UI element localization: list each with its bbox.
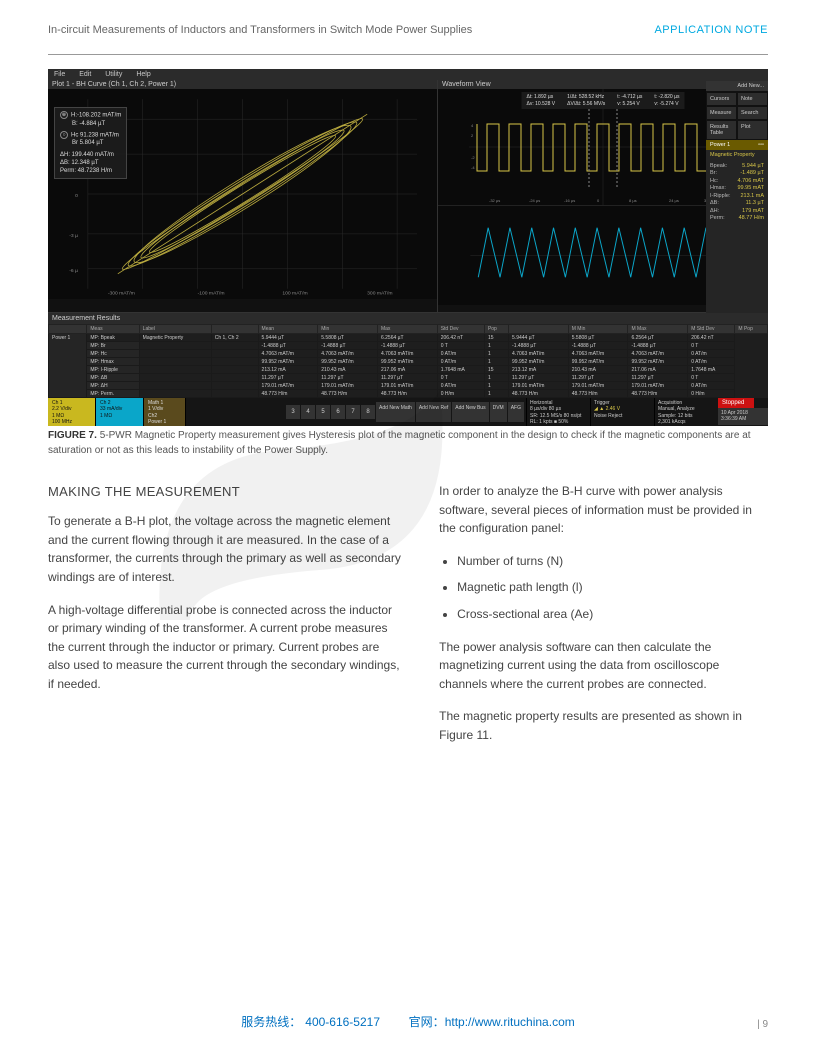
trigger-status[interactable]: Trigger◢ ▲ 2.46 VNoise Reject (590, 398, 654, 426)
body-paragraph: The magnetic property results are presen… (439, 707, 768, 744)
table-row: MP: I-Ripple213.12 mA210.43 mA217.06 mA1… (49, 366, 768, 374)
sidebar-power-title: Power 1 ▫▫▫ (706, 140, 768, 150)
table-row: MP: Hmax99.952 mAT/m99.952 mAT/m99.952 m… (49, 358, 768, 366)
bh-info-box: ⊕H:-108.202 mAT/m B: -4.884 µT ○Hc 91.23… (54, 107, 127, 179)
page-footer: 服务热线： 400-616-5217 官网：http://www.rituchin… (0, 1013, 816, 1030)
phone-number: 400-616-5217 (305, 1015, 380, 1029)
afg-button[interactable]: AFG (508, 402, 524, 422)
ch8-button[interactable]: 8 (361, 405, 375, 419)
ch6-button[interactable]: 6 (331, 405, 345, 419)
body-paragraph: A high-voltage differential probe is con… (48, 601, 403, 694)
add-ref-button[interactable]: Add New Ref (416, 402, 451, 422)
section-heading: MAKING THE MEASUREMENT (48, 482, 403, 502)
figure-caption: FIGURE 7. 5-PWR Magnetic Property measur… (48, 429, 768, 458)
list-item: Cross-sectional area (Ae) (457, 605, 768, 624)
stopped-badge: Stopped (718, 398, 754, 408)
scope-footer-strip: Ch 12.2 V/div1 MΩ100 MHz Ch 233 mA/div1 … (48, 398, 768, 426)
svg-text:4: 4 (471, 123, 474, 128)
table-header-row: MeasLabelMeanMinMaxStd DevPopM MinM MaxM… (49, 325, 768, 334)
scope-menubar: File Edit Utility Help (48, 69, 768, 80)
menu-file[interactable]: File (54, 71, 65, 78)
measurement-results-title: Measurement Results (48, 313, 768, 324)
menu-edit[interactable]: Edit (79, 71, 91, 78)
add-new-button[interactable]: Add New... (706, 81, 768, 92)
website-label: 官网： (409, 1015, 445, 1029)
add-math-button[interactable]: Add New Math (376, 402, 415, 422)
measurement-results-panel: Measurement Results MeasLabelMeanMinMaxS… (48, 312, 768, 398)
sidebar-subtitle: Magnetic Property (706, 150, 768, 160)
svg-text:-4: -4 (471, 165, 475, 170)
page-number: | 9 (757, 1019, 768, 1030)
target-icon: ⊕ (60, 111, 68, 119)
menu-utility[interactable]: Utility (105, 71, 122, 78)
svg-text:-6 µ: -6 µ (69, 268, 78, 274)
table-row: MP: ΔH179.01 mAT/m179.01 mAT/m179.01 mAT… (49, 382, 768, 390)
plot-button[interactable]: Plot (737, 120, 768, 140)
body-paragraph: The power analysis software can then cal… (439, 638, 768, 694)
page-title-header: In-circuit Measurements of Inductors and… (48, 24, 472, 36)
channel-1-badge[interactable]: Ch 12.2 V/div1 MΩ100 MHz (48, 398, 96, 426)
ch4-button[interactable]: 4 (301, 405, 315, 419)
website-url[interactable]: http://www.rituchina.com (445, 1015, 575, 1029)
svg-text:24 µs: 24 µs (669, 198, 679, 203)
ch5-button[interactable]: 5 (316, 405, 330, 419)
svg-text:-24 µs: -24 µs (529, 198, 540, 203)
config-bullet-list: Number of turns (N) Magnetic path length… (439, 552, 768, 624)
oscilloscope-screenshot: File Edit Utility Help Plot 1 - BH Curve… (48, 69, 768, 419)
measurement-results-table: MeasLabelMeanMinMaxStd DevPopM MinM MaxM… (48, 324, 768, 398)
timestamp: 10 Apr 20183:36:39 AM (718, 408, 768, 425)
search-button[interactable]: Search (737, 106, 768, 120)
results-table-button[interactable]: Results Table (706, 120, 737, 140)
list-item: Magnetic path length (l) (457, 578, 768, 597)
ch7-button[interactable]: 7 (346, 405, 360, 419)
table-row: Power 1 MP: BpeakMagnetic PropertyCh 1, … (49, 334, 768, 342)
application-note-label: APPLICATION NOTE (654, 24, 768, 36)
table-row: MP: Perm.48.773 H/m48.773 H/m48.773 H/m0… (49, 390, 768, 398)
sidebar-readouts: Bpeak:5.944 µT Br:-1.489 µT Hc:4.706 mAT… (706, 160, 768, 225)
bh-plot-title: Plot 1 - BH Curve (Ch 1, Ch 2, Power 1) (48, 80, 437, 89)
svg-text:-300 mAT/m: -300 mAT/m (108, 291, 135, 297)
circle-icon: ○ (60, 131, 68, 139)
dvm-button[interactable]: DVM (490, 402, 507, 422)
scope-sidebar: Add New... CursorsNote MeasureSearch Res… (706, 81, 768, 313)
note-button[interactable]: Note (737, 92, 768, 106)
right-column: In order to analyze the B-H curve with p… (439, 482, 768, 759)
ch3-button[interactable]: 3 (286, 405, 300, 419)
svg-text:-100 mAT/m: -100 mAT/m (198, 291, 225, 297)
svg-text:8 µs: 8 µs (629, 198, 637, 203)
svg-text:2: 2 (471, 133, 474, 138)
table-row: MP: Br-1.4888 µT-1.4888 µT-1.4888 µT0 T1… (49, 342, 768, 350)
svg-text:-32 µs: -32 µs (489, 198, 500, 203)
measure-button[interactable]: Measure (706, 106, 737, 120)
add-bus-button[interactable]: Add New Bus (452, 402, 488, 422)
svg-text:300 mAT/m: 300 mAT/m (367, 291, 392, 297)
table-row: MP: ΔB11.297 µT11.297 µT11.297 µT0 T111.… (49, 374, 768, 382)
table-row: MP: Hc4.7063 mAT/m4.7063 mAT/m4.7063 mAT… (49, 350, 768, 358)
svg-text:-3 µ: -3 µ (69, 233, 78, 239)
list-item: Number of turns (N) (457, 552, 768, 571)
header-divider (48, 54, 768, 55)
svg-text:100 mAT/m: 100 mAT/m (282, 291, 307, 297)
body-paragraph: To generate a B-H plot, the voltage acro… (48, 512, 403, 586)
cursors-button[interactable]: Cursors (706, 92, 737, 106)
menu-help[interactable]: Help (136, 71, 150, 78)
service-hotline-label: 服务热线： (241, 1015, 301, 1029)
cursor-readout: Δt: 1.892 µsΔv: 10.528 V 1/Δt: 528.52 kH… (522, 92, 685, 109)
channel-2-badge[interactable]: Ch 233 mA/div1 MΩ (96, 398, 144, 426)
bh-plot-panel: Plot 1 - BH Curve (Ch 1, Ch 2, Power 1) (48, 80, 438, 312)
body-paragraph: In order to analyze the B-H curve with p… (439, 482, 768, 538)
svg-text:-16 µs: -16 µs (564, 198, 575, 203)
svg-text:0: 0 (597, 198, 600, 203)
math-1-badge[interactable]: Math 11 V/divCh2Power 1 (144, 398, 186, 426)
svg-text:0: 0 (75, 193, 78, 199)
acquisition-status[interactable]: AcquisitionManual, AnalyzeSample: 12 bit… (654, 398, 718, 426)
left-column: MAKING THE MEASUREMENT To generate a B-H… (48, 482, 403, 759)
svg-text:-2: -2 (471, 155, 475, 160)
horizontal-status[interactable]: Horizontal8 µs/div 80 µs SR: 12.5 MS/s 8… (526, 398, 590, 426)
